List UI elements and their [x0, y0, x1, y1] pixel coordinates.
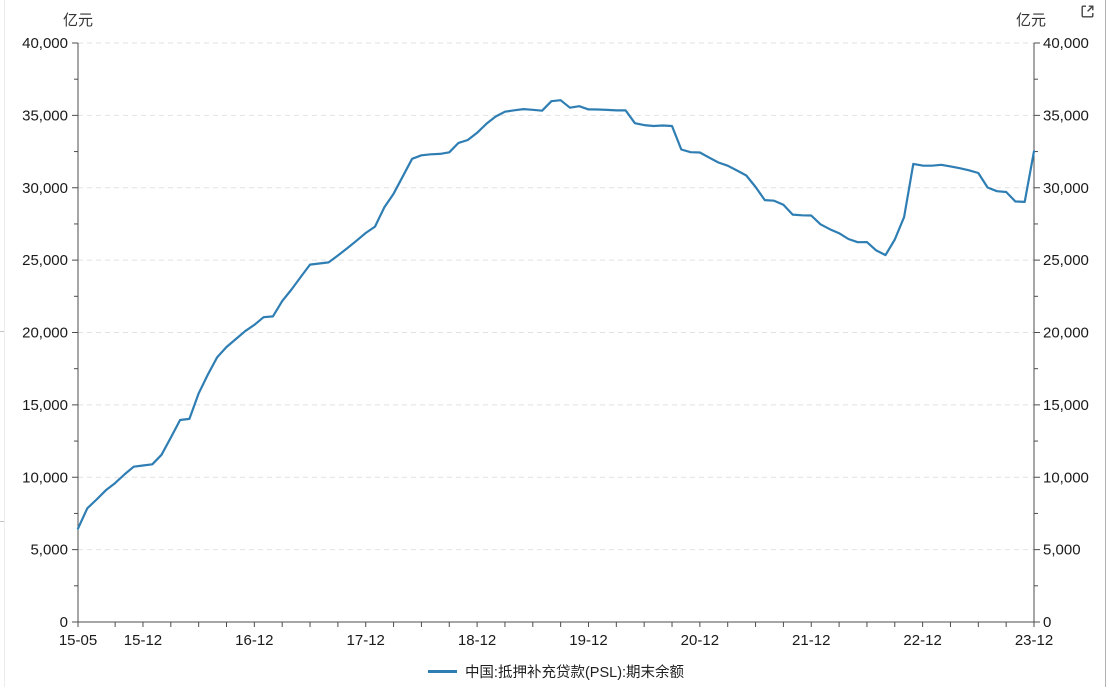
legend-item-psl[interactable]: 中国:抵押补充贷款(PSL):期末余额: [427, 661, 685, 682]
y-tick-label-right: 5,000: [1043, 542, 1081, 559]
y-tick-label-right: 0: [1043, 614, 1051, 631]
y-tick-label-right: 20,000: [1043, 325, 1089, 342]
y-tick-label-right: 40,000: [1043, 35, 1089, 52]
y-tick-label-left: 35,000: [22, 107, 68, 124]
x-tick-label: 20-12: [681, 632, 719, 649]
y-tick-label-left: 30,000: [22, 180, 68, 197]
legend: 中国:抵押补充贷款(PSL):期末余额: [78, 659, 1034, 683]
x-tick-label: 15-12: [124, 632, 162, 649]
y-tick-label-left: 25,000: [22, 252, 68, 269]
x-tick-label: 19-12: [569, 632, 607, 649]
neighbor-axis-tick: [0, 521, 4, 522]
screen-edge-left: [4, 0, 5, 687]
legend-line-swatch: [427, 669, 457, 673]
y-tick-label-right: 25,000: [1043, 252, 1089, 269]
x-tick-label: 23-12: [1015, 632, 1053, 649]
y-tick-label-right: 15,000: [1043, 397, 1089, 414]
y-tick-label-right: 30,000: [1043, 180, 1089, 197]
y-tick-label-left: 40,000: [22, 35, 68, 52]
y-axis-unit-left: 亿元: [62, 12, 93, 29]
x-tick-label: 15-05: [59, 632, 97, 649]
y-tick-label-left: 15,000: [22, 397, 68, 414]
x-tick-label: 21-12: [792, 632, 830, 649]
x-tick-label: 16-12: [235, 632, 273, 649]
y-tick-label-left: 20,000: [22, 325, 68, 342]
x-tick-label: 18-12: [458, 632, 496, 649]
legend-label: 中国:抵押补充贷款(PSL):期末余额: [464, 664, 685, 681]
y-tick-label-left: 0: [60, 614, 68, 631]
screen-edge-right: [1105, 0, 1106, 687]
axis-labels: 0 0 5,000 5,000 10,000 10,000 15,000 15,000 20,0…: [22, 35, 1089, 649]
series-group: [76, 99, 1036, 530]
axis-ticks: [72, 42, 1040, 627]
y-tick-label-right: 10,000: [1043, 469, 1089, 486]
series-line-psl: [76, 99, 1036, 530]
y-axis-unit-right: 亿元: [1015, 12, 1046, 29]
gridlines: [78, 42, 1034, 551]
y-tick-label-right: 35,000: [1043, 107, 1089, 124]
x-tick-label: 22-12: [903, 632, 941, 649]
external-link-icon[interactable]: [1079, 3, 1096, 20]
y-tick-label-left: 5,000: [30, 542, 68, 559]
y-tick-label-left: 10,000: [22, 469, 68, 486]
x-tick-label: 17-12: [347, 632, 385, 649]
neighbor-axis-tick: [0, 331, 4, 332]
